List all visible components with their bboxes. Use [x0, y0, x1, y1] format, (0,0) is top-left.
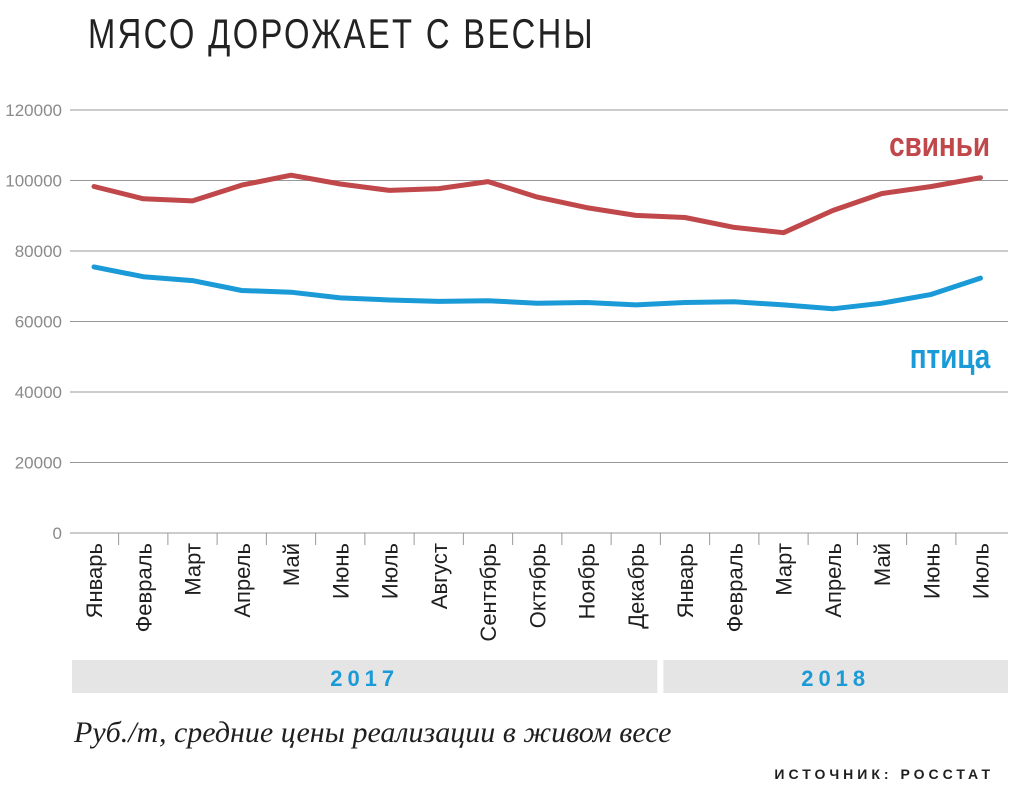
year-label: 2018: [801, 666, 870, 691]
x-tick-label: Апрель: [821, 543, 846, 618]
x-tick-label: Февраль: [722, 543, 747, 632]
x-tick-label: Ноябрь: [575, 543, 600, 619]
y-tick-label: 120000: [5, 101, 62, 120]
year-band: [72, 660, 658, 693]
x-tick-label: Июль: [378, 543, 403, 599]
series-label-poultry: птица: [909, 338, 990, 376]
x-tick-label: Апрель: [230, 543, 255, 618]
y-tick-label: 80000: [15, 242, 62, 261]
y-tick-label: 100000: [5, 172, 62, 191]
pigs-line: [91, 172, 983, 236]
x-tick-label: Март: [772, 543, 797, 596]
series-label-pigs: свиньи: [889, 126, 990, 164]
x-tick-label: Октябрь: [525, 543, 550, 628]
y-tick-label: 0: [53, 524, 62, 543]
y-tick-label: 60000: [15, 313, 62, 332]
chart-subtitle: Руб./т, средние цены реализации в живом …: [74, 716, 672, 749]
x-tick-label: Март: [181, 543, 206, 596]
x-tick-label: Август: [427, 543, 452, 609]
year-band: [663, 660, 1008, 693]
chart-title: МЯСО ДОРОЖАЕТ С ВЕСНЫ: [88, 10, 596, 57]
x-tick-label: Январь: [673, 543, 698, 618]
poultry-line: [91, 264, 983, 312]
source-note: ИСТОЧНИК: РОССТАТ: [774, 766, 994, 782]
x-tick-label: Февраль: [131, 543, 156, 632]
x-tick-label: Май: [279, 543, 304, 586]
x-tick-label: Январь: [82, 543, 107, 618]
x-tick-label: Май: [870, 543, 895, 586]
x-tick-label: Июнь: [328, 543, 353, 599]
year-label: 2017: [330, 666, 399, 691]
y-tick-label: 40000: [15, 383, 62, 402]
x-tick-label: Июнь: [919, 543, 944, 599]
x-tick-label: Декабрь: [624, 543, 649, 629]
x-tick-label: Июль: [969, 543, 994, 599]
y-tick-label: 20000: [15, 454, 62, 473]
x-tick-label: Сентябрь: [476, 543, 501, 642]
